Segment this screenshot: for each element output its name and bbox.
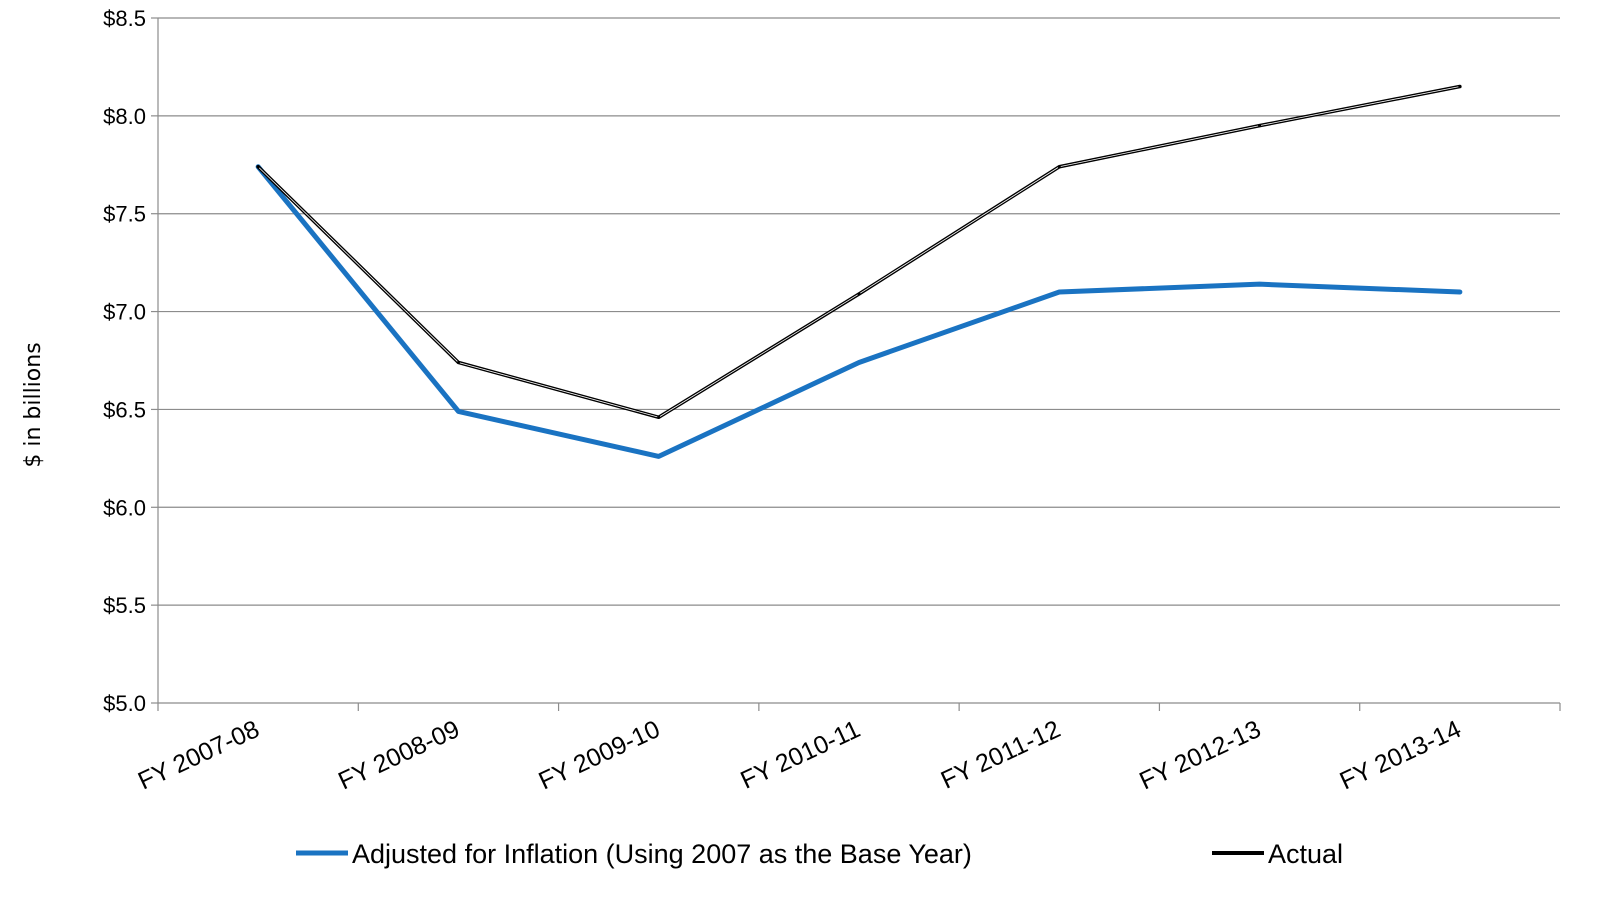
y-tick-label: $8.0 bbox=[103, 104, 146, 129]
data-point bbox=[657, 415, 661, 419]
y-axis-label: $ in billions bbox=[21, 342, 46, 467]
data-point bbox=[857, 292, 861, 296]
y-tick-label: $8.5 bbox=[103, 6, 146, 31]
data-point bbox=[1057, 290, 1061, 294]
data-point bbox=[857, 360, 861, 364]
y-tick-label: $6.0 bbox=[103, 495, 146, 520]
x-tick-label: FY 2008-09 bbox=[334, 715, 464, 795]
x-tick-labels: FY 2007-08 FY 2008-09 FY 2009-10 FY 2010-11… bbox=[134, 715, 1466, 795]
legend-label: Actual bbox=[1268, 839, 1343, 869]
data-point bbox=[456, 360, 460, 364]
y-tick-label: $5.5 bbox=[103, 593, 146, 618]
x-tick-label: FY 2013-14 bbox=[1336, 715, 1466, 795]
y-tick-label: $5.0 bbox=[103, 691, 146, 716]
gridlines bbox=[151, 17, 1560, 704]
series-line bbox=[256, 84, 1462, 420]
y-tick-label: $7.5 bbox=[103, 202, 146, 227]
series-line-highlight bbox=[257, 86, 1460, 418]
x-tick-label: FY 2012-13 bbox=[1135, 715, 1265, 795]
axes bbox=[157, 18, 1561, 711]
data-point bbox=[1057, 165, 1061, 169]
data-point bbox=[657, 454, 661, 458]
legend: Adjusted for Inflation (Using 2007 as th… bbox=[296, 839, 1343, 869]
data-point bbox=[1258, 282, 1262, 286]
legend-item: Adjusted for Inflation (Using 2007 as th… bbox=[296, 839, 972, 869]
x-tick-label: FY 2010-11 bbox=[736, 715, 864, 795]
y-tick-labels: $5.0 $5.5 $6.0 $6.5 $7.0 $7.5 $8.0 $8.5 bbox=[103, 6, 146, 716]
legend-item: Actual bbox=[1212, 839, 1343, 869]
x-tick-label: FY 2011-12 bbox=[937, 715, 1065, 795]
data-point bbox=[256, 165, 260, 169]
data-point bbox=[456, 409, 460, 413]
legend-label: Adjusted for Inflation (Using 2007 as th… bbox=[352, 839, 972, 869]
y-tick-label: $7.0 bbox=[103, 300, 146, 325]
data-point bbox=[1458, 290, 1462, 294]
series-lines bbox=[255, 84, 1463, 459]
x-tick-label: FY 2007-08 bbox=[134, 715, 264, 795]
x-tick-label: FY 2009-10 bbox=[534, 715, 664, 795]
data-point bbox=[1258, 124, 1262, 128]
y-tick-label: $6.5 bbox=[103, 397, 146, 422]
data-point bbox=[1458, 85, 1462, 88]
